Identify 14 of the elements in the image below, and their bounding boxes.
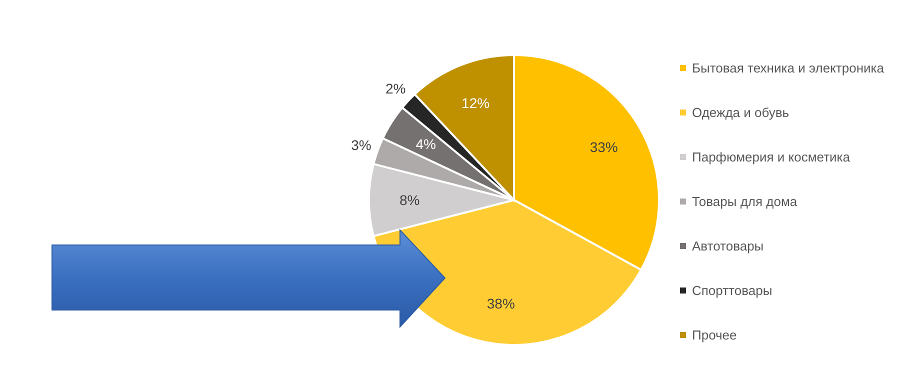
legend-label: Одежда и обувь xyxy=(692,105,790,120)
data-label: 3% xyxy=(351,136,372,153)
data-label: 38% xyxy=(486,295,515,312)
data-label: 4% xyxy=(416,136,436,152)
legend-label: Парфюмерия и косметика xyxy=(692,150,851,165)
data-label: 8% xyxy=(399,192,420,208)
data-label: 12% xyxy=(462,94,490,111)
data-label: 2% xyxy=(386,80,406,97)
legend-label: Прочее xyxy=(692,328,737,343)
legend-label: Автотовары xyxy=(692,238,764,254)
data-label: 33% xyxy=(590,138,618,155)
legend-label: Бытовая техника и электроника xyxy=(692,60,885,76)
legend-label: Спорттовары xyxy=(692,283,772,298)
legend-label: Товары для дома xyxy=(692,194,798,210)
